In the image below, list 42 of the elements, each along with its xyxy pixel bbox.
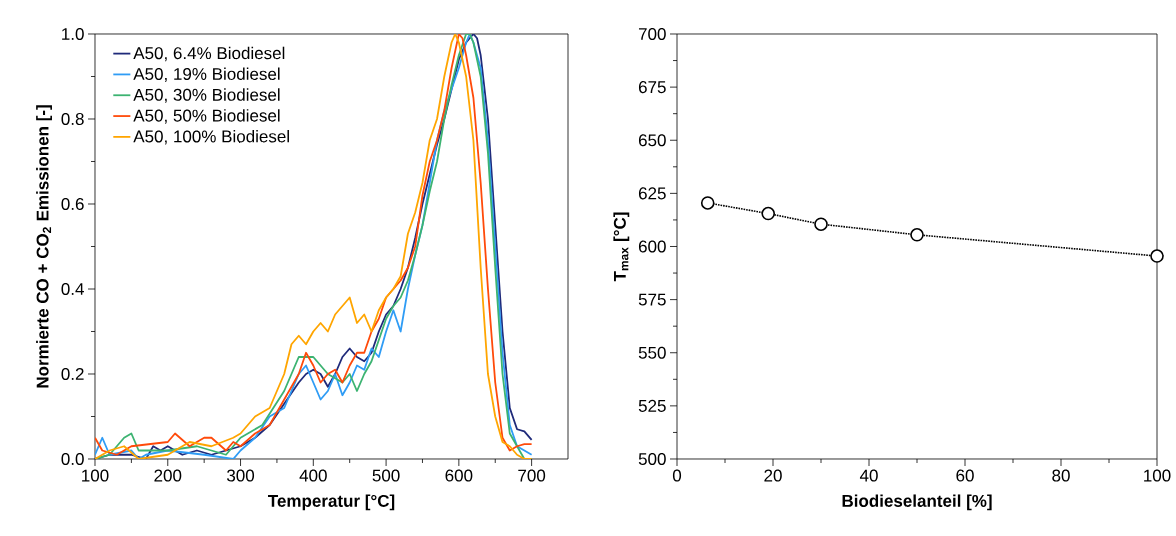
y-tick-label: 0.8 [61, 112, 84, 126]
point [700, 196, 715, 210]
y-tick-label: 500 [638, 452, 666, 466]
x-tick-label: 20 [764, 469, 782, 482]
x-tick-label: 300 [227, 469, 255, 482]
x-tick-label: 500 [372, 469, 400, 482]
legend-label: A50, 50% Biodiesel [133, 109, 280, 124]
y-tick-label: 0.2 [61, 367, 84, 381]
x-tick-label: 600 [445, 469, 473, 482]
legend-label: A50, 19% Biodiesel [133, 67, 280, 83]
y-tick-label: 625 [638, 187, 666, 200]
legend-label: A50, 30% Biodiesel [133, 88, 280, 103]
y-tick-label: 0.0 [61, 452, 84, 466]
x-tick-label: 100 [1144, 469, 1171, 482]
y-tick-label: 1.0 [62, 27, 84, 41]
x-tick-label: 200 [154, 469, 182, 482]
y-tick-label: 525 [638, 399, 666, 412]
x-axis-title: Biodieselanteil [%] [842, 494, 992, 511]
y-tick-label: 650 [638, 134, 666, 147]
y-axis-title: Normierte CO + CO$_{2}$ Emissionen [-] [36, 105, 52, 388]
y-tick-label: 0.6 [61, 197, 84, 211]
y-tick-label: 575 [638, 293, 666, 306]
point [814, 217, 828, 231]
point [910, 228, 924, 242]
legend-label: A50, 100% Biodiesel [133, 129, 289, 145]
legend-label: A50, 6.4% Biodiesel [133, 46, 285, 62]
x-tick-label: 80 [1052, 469, 1070, 482]
point [1150, 249, 1164, 263]
x-tick-label: 0 [672, 469, 682, 482]
y-tick-label: 700 [638, 27, 666, 41]
x-tick-label: 40 [859, 469, 878, 482]
y-tick-label: 675 [638, 81, 666, 94]
y-axis-title: T$_{max}$ [°C] [613, 212, 630, 282]
y-tick-label: 600 [638, 240, 666, 253]
y-tick-label: 0.4 [61, 282, 84, 296]
x-tick-label: 100 [82, 469, 109, 482]
x-axis-title: Temperatur [°C] [268, 494, 395, 511]
x-tick-label: 60 [956, 469, 974, 482]
y-tick-label: 550 [638, 346, 666, 359]
point [761, 206, 776, 221]
x-tick-label: 700 [518, 469, 546, 482]
x-tick-label: 400 [299, 469, 327, 482]
